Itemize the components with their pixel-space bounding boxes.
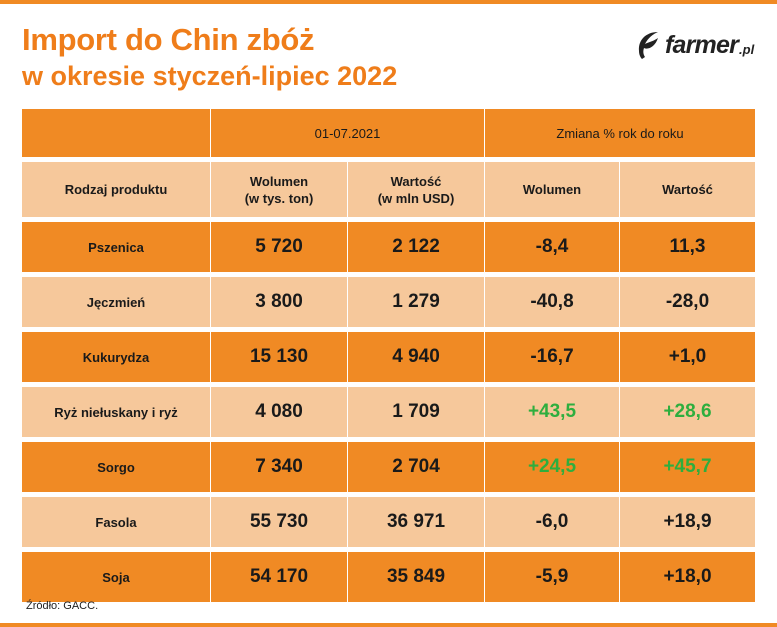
value-cell: 36 971 xyxy=(348,497,485,547)
change-value-cell: +18,0 xyxy=(620,552,755,602)
product-cell: Fasola xyxy=(22,497,211,547)
source-note: Źródło: GACC. xyxy=(26,600,99,612)
volume-header-line1: Wolumen xyxy=(249,173,309,189)
value-column-header: Wartość (w mln USD) xyxy=(348,162,485,217)
change-volume-cell: -5,9 xyxy=(485,552,620,602)
import-table: 01-07.2021 Zmiana % rok do roku Rodzaj p… xyxy=(22,104,755,607)
column-header-row: Rodzaj produktu Wolumen (w tys. ton) War… xyxy=(22,162,755,217)
table-row: Soja 54 170 35 849 -5,9 +18,0 xyxy=(22,552,755,602)
change-header: Zmiana % rok do roku xyxy=(485,109,755,157)
volume-cell: 15 130 xyxy=(211,332,348,382)
change-volume-cell: -40,8 xyxy=(485,277,620,327)
page-subtitle: w okresie styczeń-lipiec 2022 xyxy=(22,61,398,91)
group-header-row: 01-07.2021 Zmiana % rok do roku xyxy=(22,109,755,157)
table-row: Kukurydza 15 130 4 940 -16,7 +1,0 xyxy=(22,332,755,382)
change-volume-cell: -6,0 xyxy=(485,497,620,547)
volume-cell: 5 720 xyxy=(211,222,348,272)
change-value-cell: +45,7 xyxy=(620,442,755,492)
change-volume-cell: -8,4 xyxy=(485,222,620,272)
value-header-line2: (w mln USD) xyxy=(377,190,455,206)
product-column-header: Rodzaj produktu xyxy=(22,162,211,217)
change-value-cell: +28,6 xyxy=(620,387,755,437)
bottom-accent-bar xyxy=(0,623,777,627)
change-value-column-header: Wartość xyxy=(620,162,755,217)
volume-cell: 54 170 xyxy=(211,552,348,602)
volume-cell: 3 800 xyxy=(211,277,348,327)
logo-name: farmer xyxy=(665,31,739,59)
value-header-line1: Wartość xyxy=(390,173,442,189)
value-cell: 35 849 xyxy=(348,552,485,602)
logo-tld: .pl xyxy=(739,42,755,57)
table-row: Ryż niełuskany i ryż 4 080 1 709 +43,5 +28,6 xyxy=(22,387,755,437)
table-row: Jęczmień 3 800 1 279 -40,8 -28,0 xyxy=(22,277,755,327)
volume-header-line2: (w tys. ton) xyxy=(244,190,314,206)
volume-column-header: Wolumen (w tys. ton) xyxy=(211,162,348,217)
change-value-cell: -28,0 xyxy=(620,277,755,327)
change-volume-cell: -16,7 xyxy=(485,332,620,382)
farmer-logo: farmer .pl xyxy=(636,28,754,62)
change-volume-cell: +43,5 xyxy=(485,387,620,437)
product-cell: Pszenica xyxy=(22,222,211,272)
change-value-cell: 11,3 xyxy=(620,222,755,272)
volume-cell: 4 080 xyxy=(211,387,348,437)
table-row: Pszenica 5 720 2 122 -8,4 11,3 xyxy=(22,222,755,272)
table-row: Fasola 55 730 36 971 -6,0 +18,9 xyxy=(22,497,755,547)
value-cell: 2 122 xyxy=(348,222,485,272)
change-value-cell: +1,0 xyxy=(620,332,755,382)
value-cell: 2 704 xyxy=(348,442,485,492)
value-cell: 4 940 xyxy=(348,332,485,382)
product-cell: Sorgo xyxy=(22,442,211,492)
change-volume-cell: +24,5 xyxy=(485,442,620,492)
product-cell: Ryż niełuskany i ryż xyxy=(22,387,211,437)
product-cell: Kukurydza xyxy=(22,332,211,382)
period-header: 01-07.2021 xyxy=(211,109,485,157)
value-cell: 1 709 xyxy=(348,387,485,437)
change-volume-column-header: Wolumen xyxy=(485,162,620,217)
table-row: Sorgo 7 340 2 704 +24,5 +45,7 xyxy=(22,442,755,492)
leaf-logo-icon xyxy=(638,32,658,59)
product-cell: Jęczmień xyxy=(22,277,211,327)
product-cell: Soja xyxy=(22,552,211,602)
header-empty-cell xyxy=(22,109,211,157)
top-accent-bar xyxy=(0,0,777,4)
volume-cell: 7 340 xyxy=(211,442,348,492)
change-value-cell: +18,9 xyxy=(620,497,755,547)
volume-cell: 55 730 xyxy=(211,497,348,547)
page-title: Import do Chin zbóż xyxy=(22,22,315,57)
value-cell: 1 279 xyxy=(348,277,485,327)
